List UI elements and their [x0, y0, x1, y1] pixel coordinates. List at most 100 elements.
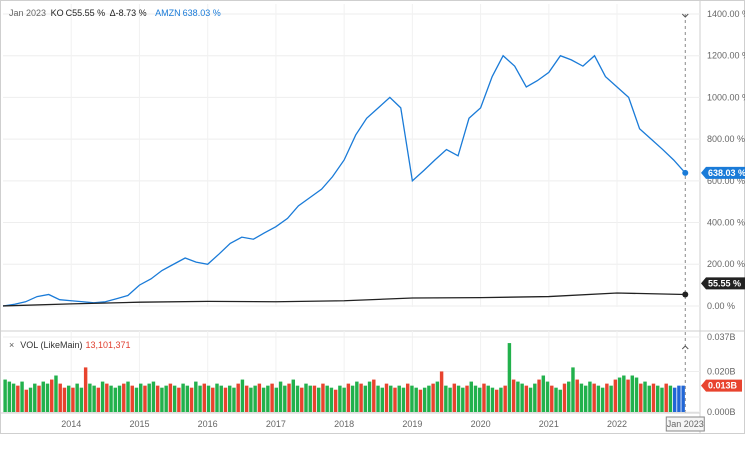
volume-bar: [452, 383, 457, 412]
volume-bar: [626, 379, 630, 412]
volume-bar: [528, 387, 533, 412]
volume-bar: [643, 381, 647, 412]
volume-bar: [664, 383, 668, 412]
series-line-amzn: [2, 54, 686, 307]
volume-bar: [372, 379, 376, 412]
volume-bar: [96, 387, 101, 412]
volume-bar: [249, 387, 253, 412]
volume-bar: [393, 387, 397, 412]
volume-bar: [617, 377, 622, 412]
volume-bar: [389, 385, 393, 412]
volume-bar: [613, 379, 618, 412]
volume-bar: [3, 379, 7, 412]
volume-bar: [227, 385, 232, 412]
volume-bar: [554, 387, 558, 412]
volume-bar: [507, 343, 512, 412]
legend-ko-label[interactable]: KO: [50, 8, 64, 18]
close-icon[interactable]: ×: [9, 340, 15, 350]
x-tick-label: 2017: [266, 419, 286, 429]
y-tick-label: 1400.00 %: [707, 9, 745, 19]
volume-bar: [422, 387, 427, 412]
volume-bar: [609, 385, 613, 412]
volume-bar: [79, 387, 84, 412]
chevron-up-icon[interactable]: [681, 345, 689, 350]
volume-bar: [198, 385, 202, 412]
volume-bar: [117, 385, 122, 412]
volume-bar: [236, 383, 240, 412]
volume-bar: [308, 385, 312, 412]
volume-bar: [533, 383, 537, 412]
y-tick-label: 1000.00 %: [707, 92, 745, 102]
volume-bar: [461, 387, 465, 412]
volume-bar: [304, 383, 308, 412]
volume-bar: [164, 385, 168, 412]
volume-legend: × VOL (LikeMain) 13,101,371: [9, 340, 131, 350]
volume-bar: [350, 385, 355, 412]
y-tick-label: 1200.00 %: [707, 51, 745, 61]
legend-date: Jan 2023: [9, 8, 47, 18]
volume-bar: [571, 367, 575, 412]
volume-bar: [11, 383, 16, 412]
vol-tick-label: 0.020B: [707, 366, 736, 376]
volume-legend-label[interactable]: VOL (LikeMain): [20, 340, 83, 350]
volume-bar: [287, 383, 291, 412]
volume-bar: [54, 375, 58, 412]
volume-bar: [100, 381, 105, 412]
volume-bar: [134, 387, 139, 412]
legend-amzn-label[interactable]: AMZN: [155, 8, 181, 18]
volume-bar: [338, 385, 342, 412]
volume-bar: [253, 385, 257, 412]
vol-tick-label: 0.000B: [707, 407, 736, 417]
volume-bar: [58, 383, 62, 412]
vol-tick-label: 0.037B: [707, 332, 736, 342]
x-tick-label: 2020: [471, 419, 491, 429]
volume-bar: [473, 385, 478, 412]
series-line-ko: [2, 292, 686, 307]
x-tick-label: 2014: [61, 419, 81, 429]
volume-bar: [494, 389, 499, 412]
volume-bar: [232, 387, 236, 412]
volume-bar: [37, 385, 41, 412]
volume-bar: [456, 385, 461, 412]
volume-bar: [45, 383, 50, 412]
chevron-down-icon[interactable]: [681, 13, 689, 18]
volume-bar: [172, 385, 177, 412]
volume-bar: [71, 387, 75, 412]
volume-bar: [363, 385, 368, 412]
volume-bar: [33, 383, 37, 412]
volume-bar: [62, 387, 67, 412]
volume-bar: [439, 371, 444, 412]
volume-bar: [359, 383, 363, 412]
series-last-point-amzn: [682, 169, 689, 176]
volume-bar: [24, 389, 29, 412]
amzn-price-tag: [701, 166, 745, 179]
volume-bar: [588, 381, 592, 412]
volume-bar: [109, 385, 113, 412]
volume-bar: [177, 387, 181, 412]
volume-bar: [681, 385, 685, 412]
volume-bar: [634, 377, 639, 412]
volume-bar: [414, 387, 418, 412]
y-tick-label: 800.00 %: [707, 134, 745, 144]
x-tick-label: 2021: [539, 419, 559, 429]
volume-bar: [583, 385, 588, 412]
volume-bar: [261, 387, 266, 412]
volume-bar: [122, 383, 126, 412]
volume-bar: [367, 381, 372, 412]
volume-bar: [537, 379, 541, 412]
volume-bar: [418, 389, 423, 412]
volume-bar: [28, 387, 33, 412]
x-tick-label: 2015: [129, 419, 149, 429]
volume-bar: [511, 379, 516, 412]
volume-bar: [333, 389, 338, 412]
volume-bar: [630, 375, 635, 412]
y-tick-label: 400.00 %: [707, 218, 745, 228]
volume-bar: [139, 383, 143, 412]
volume-bar: [20, 381, 24, 412]
volume-bar: [92, 385, 96, 412]
volume-bar: [342, 387, 346, 412]
volume-bar: [516, 381, 520, 412]
volume-legend-value: 13,101,371: [85, 340, 131, 350]
